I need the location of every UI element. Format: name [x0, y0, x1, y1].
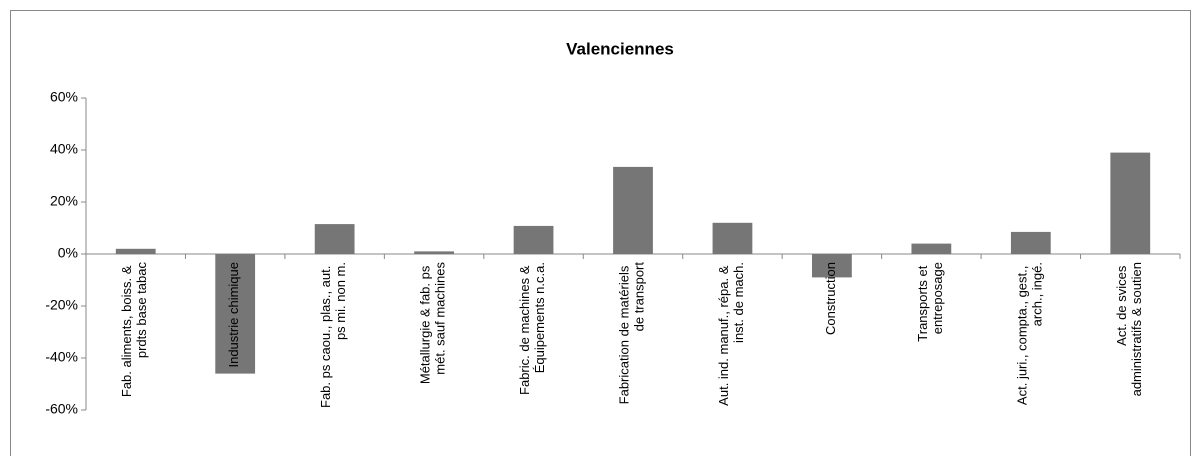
bar [812, 254, 852, 278]
bar [712, 222, 753, 254]
y-tick-label: -20% [45, 297, 78, 313]
y-tick-label: 60% [50, 89, 78, 105]
x-tick-label: Fabrication de matériels de transport [617, 262, 647, 405]
x-tick-label: Industrie chimique [227, 262, 242, 368]
x-tick-label: Act. de svices administratifs & soutien [1114, 262, 1144, 396]
y-tick-label: -60% [45, 401, 78, 417]
y-tick-label: 20% [50, 193, 78, 209]
x-tick-label: Transports et entreposage [915, 262, 945, 342]
x-tick-label: Construction [823, 262, 838, 335]
x-tick-label: Aut. ind. manuf., répa. & inst. de mach. [716, 262, 746, 406]
x-tick-label: Act. juri., compta., gest., arch., ingé. [1015, 262, 1045, 405]
bar [1110, 152, 1151, 254]
y-tick-label: 40% [50, 141, 78, 157]
x-tick-label: Métallurgie & fab. ps mét. sauf machines [418, 262, 448, 385]
bar [513, 225, 554, 254]
y-tick-label: 0% [58, 245, 78, 261]
x-tick-label: Fab. aliments, boiss. & prdts base tabac [120, 262, 150, 398]
bar [115, 248, 156, 254]
bar [314, 224, 355, 254]
bar [414, 251, 454, 254]
chart-border [10, 10, 1191, 461]
y-tick-label: -40% [45, 349, 78, 365]
x-tick-label: Fab. ps caou., plas., aut. ps mi. non m. [319, 262, 349, 408]
x-tick-label: Fabric. de machines & Équipements n.c.a. [517, 262, 547, 395]
bar [215, 254, 256, 374]
chart-title: Valenciennes [566, 39, 674, 58]
bar [1010, 231, 1051, 254]
bar [911, 243, 952, 254]
bar [613, 166, 653, 254]
